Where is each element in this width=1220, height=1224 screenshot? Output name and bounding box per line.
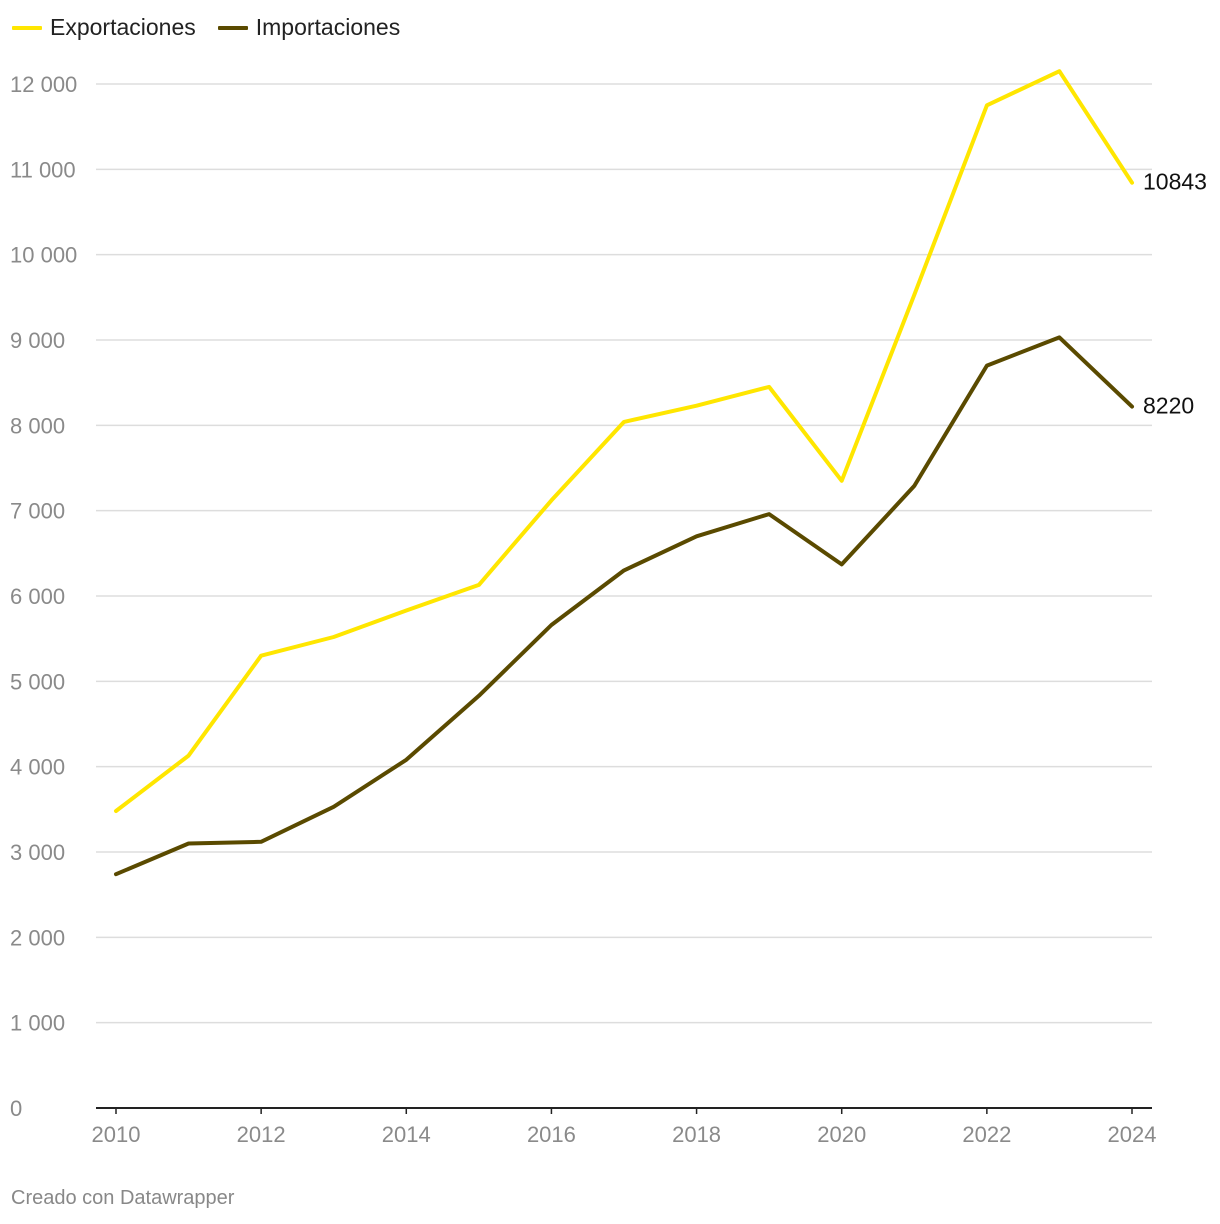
series-line-exportaciones <box>114 69 1134 813</box>
legend-label-exportaciones: Exportaciones <box>50 14 196 40</box>
x-tick-label: 2018 <box>672 1122 721 1147</box>
y-tick-label: 6 000 <box>10 584 65 609</box>
x-tick-label: 2010 <box>92 1122 141 1147</box>
y-tick-label: 9 000 <box>10 328 65 353</box>
y-tick-label: 12 000 <box>10 72 77 97</box>
legend-label-importaciones: Importaciones <box>255 14 401 40</box>
x-tick-label: 2012 <box>237 1122 286 1147</box>
end-label-exportaciones: 10843 <box>1143 169 1207 195</box>
y-tick-label: 4 000 <box>10 755 65 780</box>
y-tick-label: 0 <box>10 1096 22 1121</box>
x-tick-label: 2014 <box>382 1122 431 1147</box>
x-tick-label: 2022 <box>962 1122 1011 1147</box>
y-tick-label: 11 000 <box>10 157 76 182</box>
end-label-importaciones: 8220 <box>1143 393 1194 419</box>
y-tick-label: 1 000 <box>10 1011 65 1036</box>
series-line-importaciones <box>114 335 1134 877</box>
y-tick-label: 8 000 <box>10 413 65 438</box>
y-tick-label: 2 000 <box>10 925 65 950</box>
legend-swatch-exportaciones <box>12 25 42 30</box>
y-tick-label: 10 000 <box>10 243 77 268</box>
y-tick-label: 3 000 <box>10 840 65 865</box>
x-tick-label: 2020 <box>817 1122 866 1147</box>
x-tick-label: 2016 <box>527 1122 576 1147</box>
legend-swatch-importaciones <box>217 25 248 30</box>
legend-item-importaciones: Importaciones <box>217 14 401 41</box>
footer-credit: Creado con Datawrapper <box>11 1187 235 1209</box>
y-tick-label: 5 000 <box>10 669 65 694</box>
legend: Exportaciones Importaciones <box>12 14 400 41</box>
legend-item-exportaciones: Exportaciones <box>12 14 196 41</box>
x-tick-label: 2024 <box>1108 1122 1157 1147</box>
y-tick-label: 7 000 <box>10 499 65 524</box>
